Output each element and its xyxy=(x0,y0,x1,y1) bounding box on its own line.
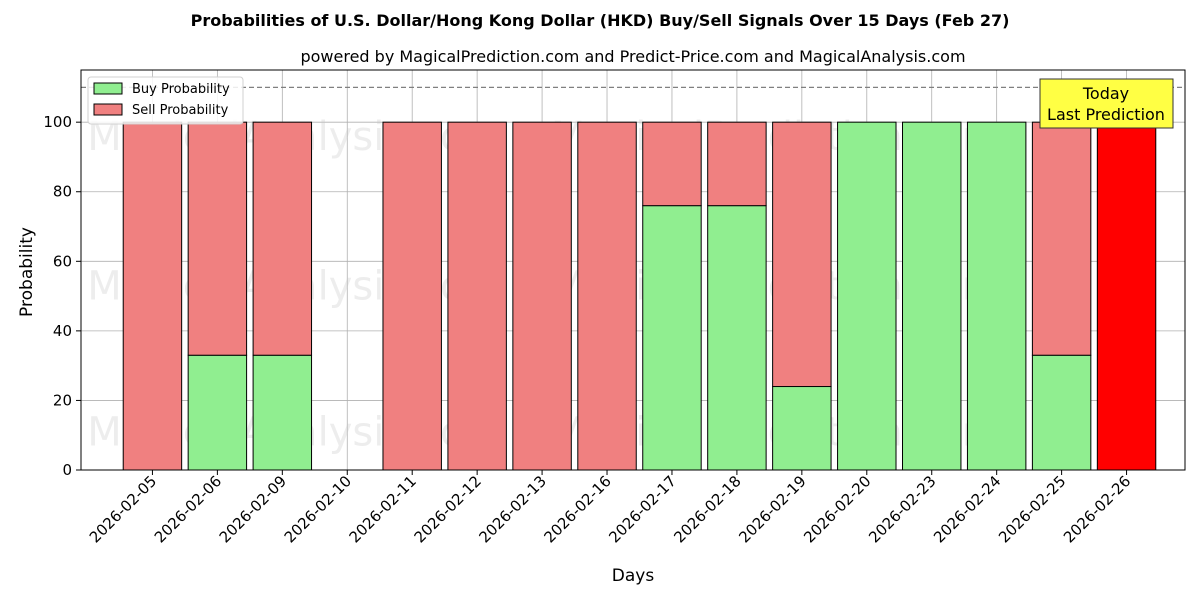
legend-sell-swatch xyxy=(93,103,123,116)
y-tick-label: 100 xyxy=(43,113,72,131)
today-annotation-box xyxy=(1039,78,1174,129)
legend-sell-label: Sell Probability xyxy=(132,103,229,118)
sell-bar xyxy=(512,121,572,471)
legend-buy-swatch xyxy=(93,82,123,95)
sell-bar xyxy=(642,121,702,207)
y-tick-label: 20 xyxy=(53,391,72,409)
x-tick-label: 2026-02-12 xyxy=(411,472,485,546)
plot-frame xyxy=(80,69,1186,471)
y-tick-label: 40 xyxy=(53,322,72,340)
sell-bar xyxy=(187,121,248,356)
sell-bar xyxy=(577,121,637,471)
y-axis-label: Probability xyxy=(17,227,37,317)
buy-bar xyxy=(772,386,832,471)
today-annotation-line2: Last Prediction xyxy=(1047,105,1165,124)
buy-bar xyxy=(187,354,248,471)
today-annotation: Today Last Prediction xyxy=(1039,78,1174,129)
legend-box xyxy=(87,76,244,125)
x-tick-label: 2026-02-26 xyxy=(1060,472,1134,546)
y-tick-label: 60 xyxy=(53,252,72,270)
sell-bar xyxy=(252,121,313,356)
chart-subtitle: powered by MagicalPrediction.com and Pre… xyxy=(300,47,965,66)
buy-bar xyxy=(837,121,897,471)
legend: Buy Probability Sell Probability xyxy=(87,76,244,125)
buy-bar xyxy=(707,205,767,471)
y-tick-label: 0 xyxy=(62,461,72,479)
chart-title: Probabilities of U.S. Dollar/Hong Kong D… xyxy=(191,11,1010,30)
buy-bar xyxy=(966,121,1027,471)
buy-bar xyxy=(642,205,702,471)
sell-bar xyxy=(447,121,507,471)
x-tick-label: 2026-02-05 xyxy=(86,472,160,546)
x-tick-label: 2026-02-19 xyxy=(735,472,809,546)
legend-buy-label: Buy Probability xyxy=(132,82,230,97)
x-tick-label: 2026-02-25 xyxy=(995,472,1069,546)
sell-bar xyxy=(382,121,442,471)
x-tick-label: 2026-02-17 xyxy=(605,472,679,546)
x-tick-label: 2026-02-11 xyxy=(346,472,420,546)
x-axis-label: Days xyxy=(612,566,655,586)
sell-bar xyxy=(1031,121,1092,356)
x-tick-label: 2026-02-16 xyxy=(540,472,614,546)
buy-bar xyxy=(252,354,313,471)
buy-bar xyxy=(902,121,962,471)
x-tick-label: 2026-02-06 xyxy=(151,472,225,546)
sell-bar xyxy=(772,121,832,388)
x-tick-label: 2026-02-24 xyxy=(930,472,1004,546)
x-tick-label: 2026-02-20 xyxy=(800,472,874,546)
today-sell-bar xyxy=(1096,121,1157,471)
buy-bar xyxy=(1031,354,1092,471)
x-tick-label: 2026-02-09 xyxy=(216,472,290,546)
sell-bar xyxy=(122,121,183,471)
x-tick-label: 2026-02-10 xyxy=(281,472,355,546)
sell-bar xyxy=(707,121,767,207)
y-tick-label: 80 xyxy=(53,183,72,201)
x-tick-label: 2026-02-18 xyxy=(670,472,744,546)
bars xyxy=(122,121,1157,471)
x-tick-label: 2026-02-23 xyxy=(865,472,939,546)
today-annotation-line1: Today xyxy=(1082,84,1129,103)
x-tick-label: 2026-02-13 xyxy=(476,472,550,546)
